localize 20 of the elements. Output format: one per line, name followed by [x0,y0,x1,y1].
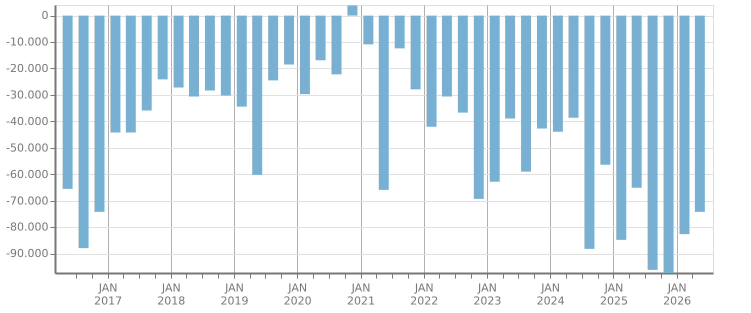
y-tick-label: -20.000 [6,62,48,75]
y-tick-label: -70.000 [6,194,48,208]
y-tick-label: -30.000 [6,88,48,102]
y-tick-label: -40.000 [6,114,48,128]
y-tick-label: -80.000 [6,220,48,234]
y-tick-label: 0 [42,9,48,22]
x-tick-label: JAN 2019 [220,282,248,308]
x-tick-label: JAN 2024 [536,282,565,308]
x-tick-label: JAN 2025 [600,282,628,308]
x-tick-label: JAN 2020 [284,282,312,308]
x-tick-label: JAN 2026 [663,282,692,308]
x-tick-label: JAN 2021 [347,282,376,308]
y-tick-label: -90.000 [6,247,48,260]
y-tick-label: -10.000 [6,36,48,49]
x-tick-label: JAN 2018 [157,282,186,308]
y-tick-label: -50.000 [6,141,48,154]
x-tick-label: JAN 2017 [94,282,122,308]
x-tick-label: JAN 2023 [473,282,502,308]
y-tick-label: -60.000 [6,168,48,181]
x-tick-label: JAN 2022 [410,282,438,308]
